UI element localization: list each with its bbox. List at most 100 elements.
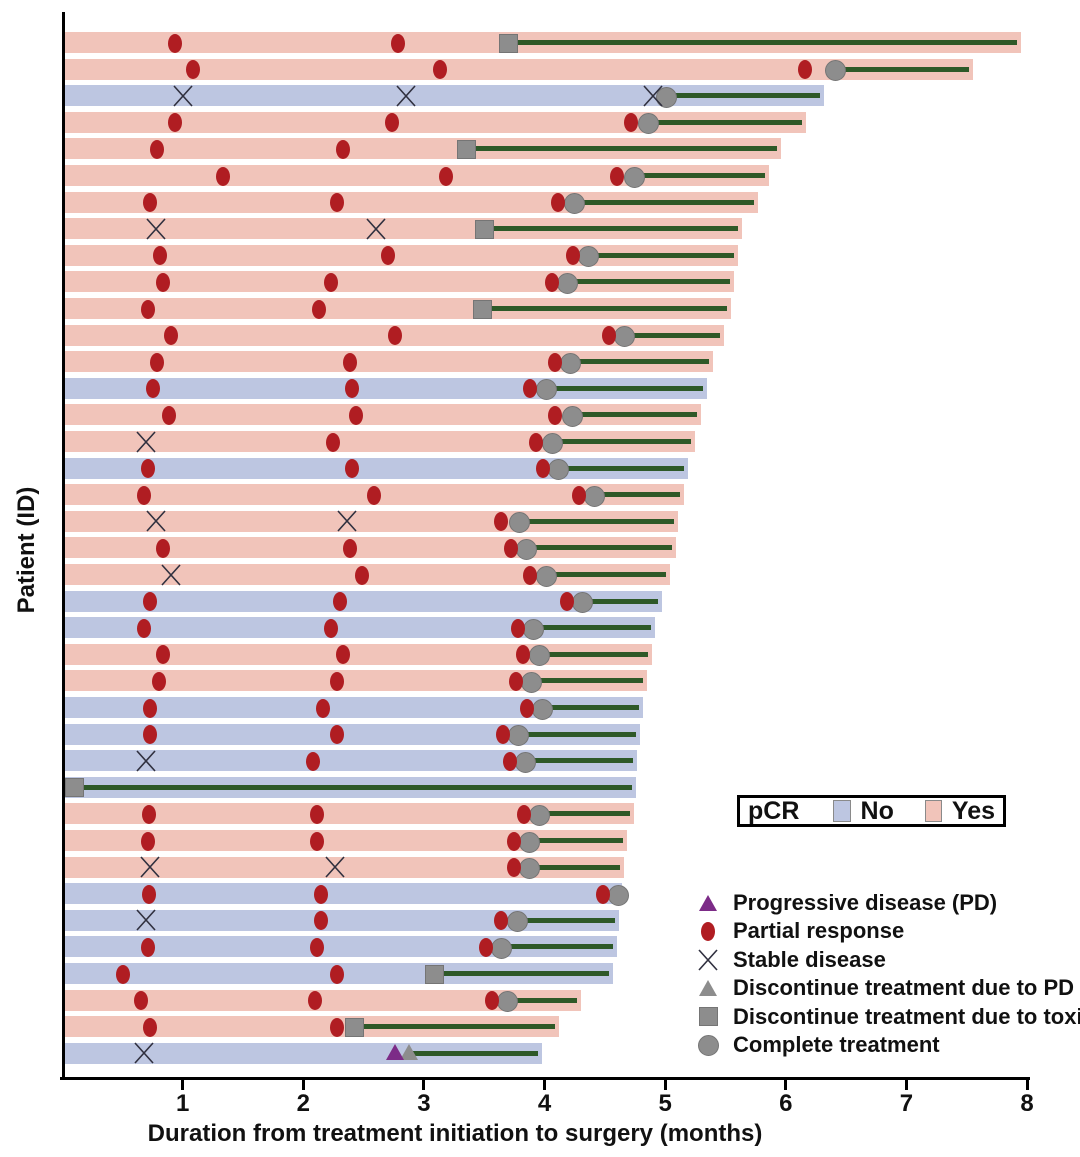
stable-disease-marker (135, 908, 157, 932)
stable-disease-marker (145, 509, 167, 533)
partial-response-marker (384, 113, 399, 133)
complete-treatment-marker (697, 1034, 719, 1056)
complete-treatment-marker (506, 911, 528, 933)
treatment-to-surgery-line (515, 917, 616, 923)
treatment-to-surgery-line (571, 412, 698, 418)
pcr-yes-label: Yes (951, 796, 996, 825)
progressive-disease-marker (699, 895, 717, 911)
partial-response-marker (504, 538, 519, 558)
complete-treatment-marker (535, 565, 557, 587)
duration-bar (63, 457, 689, 479)
complete-treatment-marker (577, 246, 599, 268)
partial-response-marker (145, 379, 160, 399)
progressive-disease-marker (385, 1044, 404, 1061)
x-tick-label: 6 (779, 1090, 793, 1117)
partial-response-marker (315, 698, 330, 718)
duration-bar (63, 191, 758, 213)
complete-treatment-marker (518, 831, 540, 853)
stable-disease-marker (395, 84, 417, 108)
partial-response-marker (306, 751, 321, 771)
partial-response-marker (115, 964, 130, 984)
partial-response-marker (506, 858, 521, 878)
partial-response-marker (523, 379, 538, 399)
partial-response-marker (313, 884, 328, 904)
treatment-to-surgery-line (538, 811, 630, 817)
complete-treatment-marker (523, 618, 545, 640)
x-tick (784, 1080, 788, 1090)
treatment-to-surgery-line (353, 1024, 555, 1030)
treatment-to-surgery-line (586, 252, 734, 258)
stable-disease-marker (324, 855, 346, 879)
partial-response-marker (601, 326, 616, 346)
treatment-to-surgery-line (622, 332, 721, 338)
discontinue-pd-marker (400, 1044, 419, 1061)
partial-response-marker (149, 352, 164, 372)
partial-response-marker (309, 937, 324, 957)
partial-response-marker (143, 1017, 158, 1037)
stable-disease-marker (160, 563, 182, 587)
partial-response-marker (366, 485, 381, 505)
partial-response-marker (494, 911, 509, 931)
pcr-legend-title: pCR (748, 796, 800, 825)
duration-bar (63, 218, 743, 240)
partial-response-marker (325, 432, 340, 452)
partial-response-marker (559, 592, 574, 612)
partial-response-marker (167, 33, 182, 53)
x-tick-label: 1 (175, 1090, 190, 1117)
x-tick-label: 8 (1020, 1090, 1034, 1117)
marker-legend-label: Partial response (733, 918, 905, 944)
partial-response-marker (519, 698, 534, 718)
partial-response-marker (571, 485, 586, 505)
stable-disease-marker (135, 430, 157, 454)
pcr-no-swatch (833, 800, 851, 822)
partial-response-marker (141, 299, 156, 319)
discontinue-toxicity-marker (475, 219, 495, 239)
marker-legend-item: Stable disease (696, 947, 886, 973)
partial-response-marker (153, 246, 168, 266)
partial-response-marker (506, 831, 521, 851)
stable-disease-marker (139, 855, 161, 879)
discontinue-toxicity-marker (424, 964, 444, 984)
partial-response-marker (595, 884, 610, 904)
partial-response-marker (344, 459, 359, 479)
treatment-to-surgery-line (525, 545, 672, 551)
complete-treatment-marker (518, 858, 540, 880)
partial-response-marker (535, 459, 550, 479)
discontinue-toxicity-marker (457, 139, 477, 159)
complete-treatment-marker (516, 538, 538, 560)
treatment-to-surgery-line (566, 279, 730, 285)
duration-bar (63, 404, 702, 426)
treatment-to-surgery-line (409, 1050, 539, 1056)
complete-treatment-marker (541, 432, 563, 454)
treatment-to-surgery-line (580, 598, 658, 604)
partial-response-marker (155, 272, 170, 292)
partial-response-marker (348, 405, 363, 425)
complete-treatment-marker (508, 512, 530, 534)
partial-response-marker (330, 671, 345, 691)
partial-response-marker (155, 645, 170, 665)
partial-response-marker (478, 937, 493, 957)
complete-treatment-marker (638, 113, 660, 135)
partial-response-marker (330, 964, 345, 984)
partial-response-marker (137, 485, 152, 505)
duration-bar (63, 1042, 543, 1064)
complete-treatment-marker (583, 485, 605, 507)
treatment-to-surgery-line (484, 226, 739, 232)
partial-response-marker (551, 193, 566, 213)
partial-response-marker (330, 193, 345, 213)
stable-disease-marker (133, 1041, 155, 1065)
partial-response-marker (149, 139, 164, 159)
duration-bar (63, 989, 581, 1011)
discontinue-toxicity-marker (499, 33, 519, 53)
complete-treatment-marker (623, 166, 645, 188)
partial-response-marker (312, 299, 327, 319)
duration-bar (63, 643, 652, 665)
partial-response-marker (623, 113, 638, 133)
pcr-legend: pCR No Yes (737, 795, 1006, 827)
treatment-to-surgery-line (834, 66, 969, 72)
x-tick-label: 2 (296, 1090, 310, 1117)
partial-response-marker (143, 592, 158, 612)
marker-legend-item: Complete treatment (696, 1032, 940, 1058)
duration-bar (63, 298, 732, 319)
